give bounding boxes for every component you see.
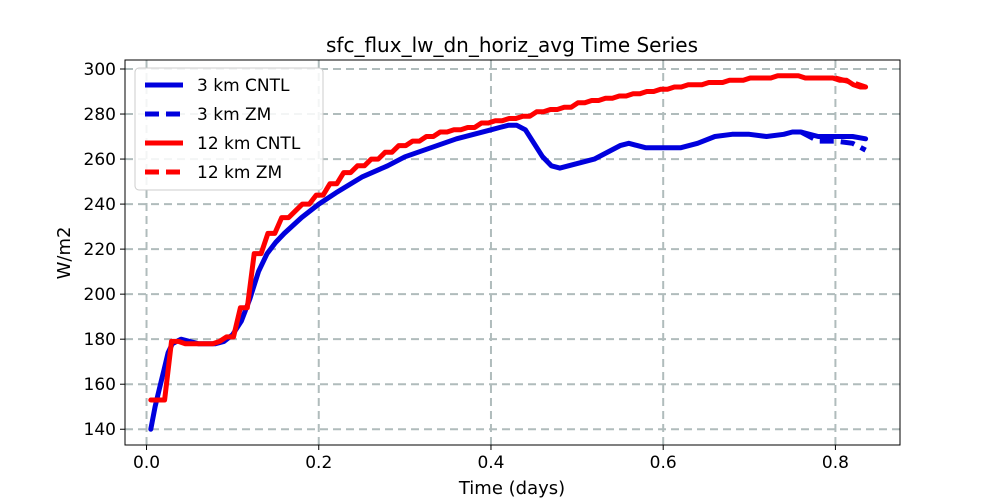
legend-box	[134, 67, 324, 191]
series-line-12-km-zm	[834, 75, 867, 90]
x-tick-label: 0.6	[650, 453, 677, 473]
legend-label-3km-cntl: 3 km CNTL	[197, 76, 290, 96]
y-tick-label: 180	[84, 330, 116, 350]
legend: 3 km CNTL 3 km ZM 12 km CNTL 12 km ZM	[134, 67, 324, 191]
x-axis-ticks: 0.0 0.2 0.4 0.6 0.8	[133, 445, 849, 473]
plot-lines	[148, 73, 869, 432]
y-tick-label: 260	[84, 150, 116, 170]
y-axis-label: W/m2	[54, 227, 75, 280]
y-tick-label: 300	[84, 60, 116, 80]
x-tick-label: 0.0	[133, 453, 160, 473]
series-line-12-km-cntl	[148, 73, 869, 403]
y-tick-label: 220	[84, 240, 116, 260]
chart-title: sfc_flux_lw_dn_horiz_avg Time Series	[326, 33, 698, 57]
y-tick-label: 200	[84, 285, 116, 305]
legend-label-12km-cntl: 12 km CNTL	[197, 134, 301, 154]
x-tick-label: 0.2	[305, 453, 332, 473]
plot-area-frame	[124, 59, 901, 446]
y-tick-label: 160	[84, 375, 116, 395]
x-tick-label: 0.4	[477, 453, 504, 473]
series-line-3-km-zm	[799, 129, 867, 153]
y-tick-label: 140	[84, 420, 116, 440]
y-tick-label: 240	[84, 195, 116, 215]
x-tick-label: 0.8	[822, 453, 849, 473]
x-axis-label: Time (days)	[458, 478, 565, 499]
legend-label-3km-zm: 3 km ZM	[197, 105, 271, 125]
y-tick-label: 280	[84, 105, 116, 125]
y-axis-ticks: 140 160 180 200 220 240 260 280 300	[84, 60, 125, 440]
legend-label-12km-zm: 12 km ZM	[197, 163, 282, 183]
